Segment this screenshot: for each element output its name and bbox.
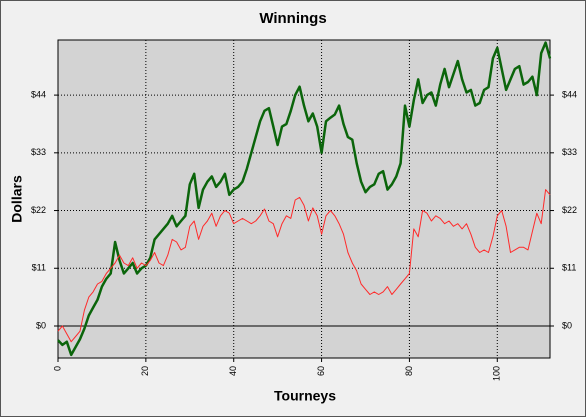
x-tick-label: 60 <box>316 366 326 376</box>
y2-tick-label: $11 <box>562 263 576 273</box>
y-tick-label: $22 <box>31 205 46 215</box>
y-tick-label: $33 <box>31 147 46 157</box>
x-tick-label: 20 <box>140 366 150 376</box>
y-tick-label: $11 <box>32 263 46 273</box>
y2-tick-label: $22 <box>562 205 577 215</box>
y2-tick-label: $33 <box>562 147 577 157</box>
y2-tick-label: $0 <box>562 320 572 330</box>
y2-tick-label: $44 <box>562 89 577 99</box>
series-line <box>57 189 551 343</box>
plot-area <box>57 39 551 359</box>
chart-title: Winnings <box>259 10 326 27</box>
y-axis-label: Dollars <box>9 175 25 223</box>
y-tick-label: $0 <box>36 320 46 330</box>
x-tick-label: 40 <box>228 366 238 376</box>
x-axis-label: Tourneys <box>274 388 336 404</box>
x-tick-label: 100 <box>492 366 502 381</box>
x-tick-label: 80 <box>404 366 414 376</box>
series-line <box>57 41 552 357</box>
y-tick-label: $44 <box>31 89 46 99</box>
x-tick-label: 0 <box>52 366 62 371</box>
